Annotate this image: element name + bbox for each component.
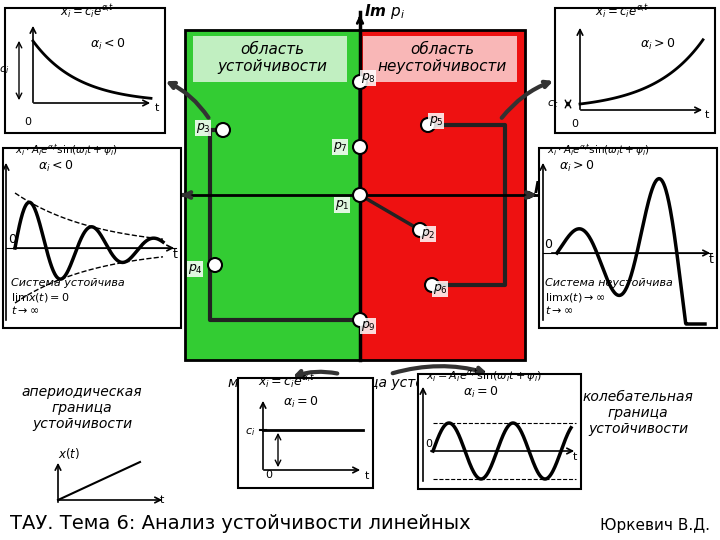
Text: Юркевич В.Д.: Юркевич В.Д. bbox=[600, 518, 710, 533]
Text: $x_i=A_i e^{\alpha_i t}\sin(\omega_i t+\psi_i)$: $x_i=A_i e^{\alpha_i t}\sin(\omega_i t+\… bbox=[426, 367, 542, 385]
Text: Re $p_i$: Re $p_i$ bbox=[533, 179, 575, 198]
Circle shape bbox=[421, 118, 435, 132]
Text: $p_9$: $p_9$ bbox=[361, 319, 375, 333]
Bar bbox=[539, 148, 717, 328]
Bar bbox=[360, 30, 525, 360]
Text: Система устойчива: Система устойчива bbox=[11, 278, 125, 288]
Text: t: t bbox=[705, 110, 709, 120]
Text: $x_i=c_i e^{\alpha_i t}$: $x_i=c_i e^{\alpha_i t}$ bbox=[60, 3, 114, 21]
Text: Im $p_i$: Im $p_i$ bbox=[364, 2, 405, 21]
Text: $p_4$: $p_4$ bbox=[187, 262, 202, 276]
Text: t: t bbox=[173, 248, 178, 261]
Text: $\lim x(t)\to\infty$: $\lim x(t)\to\infty$ bbox=[545, 291, 606, 303]
Bar bbox=[185, 30, 360, 360]
Text: $c_t$: $c_t$ bbox=[546, 98, 558, 110]
Text: Система неустойчива: Система неустойчива bbox=[545, 278, 673, 288]
Text: $\alpha_i>0$: $\alpha_i>0$ bbox=[559, 159, 595, 174]
Text: $x_i=c_i e^{\alpha_i t}$: $x_i=c_i e^{\alpha_i t}$ bbox=[258, 373, 315, 390]
FancyBboxPatch shape bbox=[363, 36, 517, 82]
Text: $t\to\infty$: $t\to\infty$ bbox=[11, 304, 39, 316]
Circle shape bbox=[353, 140, 367, 154]
Bar bbox=[238, 378, 373, 488]
Text: $c_i$: $c_i$ bbox=[245, 426, 255, 438]
FancyBboxPatch shape bbox=[193, 36, 347, 82]
Text: $p_6$: $p_6$ bbox=[433, 282, 448, 296]
Text: t: t bbox=[365, 471, 369, 481]
Text: 0: 0 bbox=[544, 238, 552, 251]
Text: $p_5$: $p_5$ bbox=[428, 114, 444, 128]
Text: мнимая ось - граница устойчивости: мнимая ось - граница устойчивости bbox=[228, 376, 492, 390]
Circle shape bbox=[216, 123, 230, 137]
Text: 0: 0 bbox=[425, 439, 432, 449]
Text: $p_8$: $p_8$ bbox=[361, 71, 376, 85]
Text: 0: 0 bbox=[24, 117, 31, 127]
Text: $p_1$: $p_1$ bbox=[335, 198, 349, 212]
Text: апериодическая
граница
устойчивости: апериодическая граница устойчивости bbox=[22, 385, 143, 431]
Text: $\alpha_i<0$: $\alpha_i<0$ bbox=[38, 159, 73, 174]
Text: 0: 0 bbox=[265, 470, 272, 480]
Text: 0: 0 bbox=[8, 233, 16, 246]
Text: t: t bbox=[709, 253, 714, 266]
Bar bbox=[418, 374, 581, 489]
Text: $c_i$: $c_i$ bbox=[0, 64, 9, 76]
Bar bbox=[3, 148, 181, 328]
Circle shape bbox=[413, 223, 427, 237]
Text: t: t bbox=[160, 495, 164, 505]
Text: область
устойчивости: область устойчивости bbox=[217, 42, 327, 75]
Text: t: t bbox=[573, 452, 577, 462]
Circle shape bbox=[353, 313, 367, 327]
Circle shape bbox=[353, 75, 367, 89]
Text: область
неустойчивости: область неустойчивости bbox=[377, 42, 507, 75]
Circle shape bbox=[353, 188, 367, 202]
Text: $\alpha_i>0$: $\alpha_i>0$ bbox=[640, 37, 675, 52]
Text: $\alpha_i=0$: $\alpha_i=0$ bbox=[463, 385, 498, 400]
Bar bbox=[555, 8, 715, 133]
Circle shape bbox=[425, 278, 439, 292]
Text: $t\to\infty$: $t\to\infty$ bbox=[545, 304, 573, 316]
Text: 0: 0 bbox=[571, 119, 578, 129]
Text: t: t bbox=[155, 103, 159, 113]
Text: $p_7$: $p_7$ bbox=[333, 140, 348, 154]
Text: $\lim x(t)=0$: $\lim x(t)=0$ bbox=[11, 291, 70, 303]
Bar bbox=[5, 8, 165, 133]
Text: $\alpha_i<0$: $\alpha_i<0$ bbox=[90, 37, 125, 52]
Text: $x(t)$: $x(t)$ bbox=[58, 446, 80, 461]
Circle shape bbox=[208, 258, 222, 272]
Text: $p_3$: $p_3$ bbox=[196, 121, 210, 135]
Bar bbox=[185, 30, 525, 360]
Text: $x_i\cdot A_i e^{\alpha_i t}\sin(\omega_i t+\psi_i)$: $x_i\cdot A_i e^{\alpha_i t}\sin(\omega_… bbox=[547, 142, 650, 158]
Text: $x_i=c_i e^{\alpha_i t}$: $x_i=c_i e^{\alpha_i t}$ bbox=[595, 3, 649, 21]
Text: колебательная
граница
устойчивости: колебательная граница устойчивости bbox=[582, 390, 693, 436]
Text: ТАУ. Тема 6: Анализ устойчивости линейных: ТАУ. Тема 6: Анализ устойчивости линейны… bbox=[10, 514, 471, 533]
Text: $x_i\cdot A_i e^{\alpha_i t}\sin(\omega_i t+\psi_i)$: $x_i\cdot A_i e^{\alpha_i t}\sin(\omega_… bbox=[15, 142, 118, 158]
Text: $p_2$: $p_2$ bbox=[420, 227, 436, 241]
Text: $\alpha_i=0$: $\alpha_i=0$ bbox=[283, 395, 318, 410]
